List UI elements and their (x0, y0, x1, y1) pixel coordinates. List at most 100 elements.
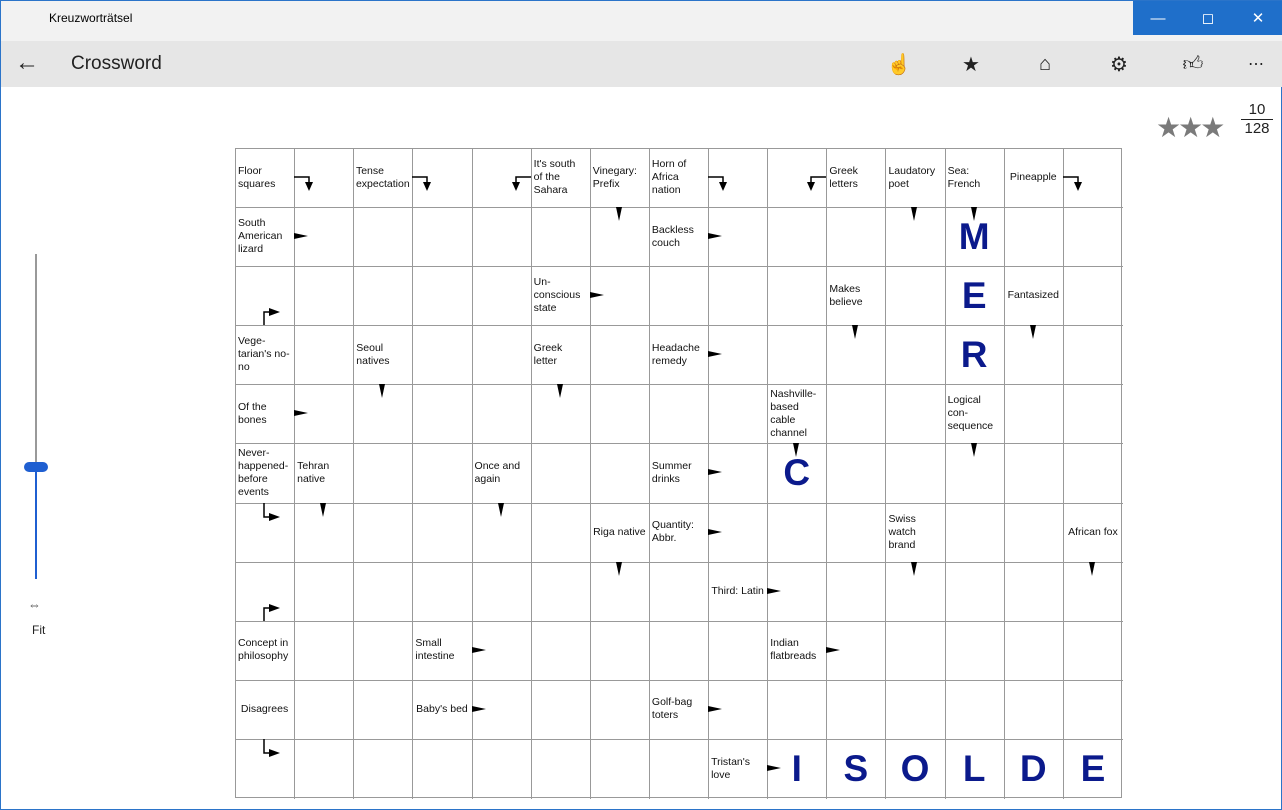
grid-cell[interactable] (530, 620, 591, 681)
clue-cell[interactable]: Tehran native (294, 443, 355, 504)
grid-cell[interactable] (1003, 384, 1064, 445)
grid-cell[interactable] (708, 266, 769, 327)
clue-cell[interactable]: Vege-tarian's no-no (235, 325, 296, 386)
grid-cell[interactable] (471, 679, 532, 740)
grid-cell[interactable]: L (945, 738, 1005, 799)
clue-cell[interactable]: Summer drinks (648, 443, 710, 504)
grid-cell[interactable] (1062, 561, 1123, 622)
clue-cell[interactable]: Fantasized (1003, 266, 1064, 327)
clue-cell[interactable]: Makes believe (826, 266, 887, 327)
grid-cell[interactable] (471, 148, 532, 209)
grid-cell[interactable] (648, 384, 710, 445)
grid-cell[interactable] (708, 384, 769, 445)
grid-cell[interactable] (885, 325, 946, 386)
clue-cell[interactable]: Tristan's love (708, 738, 769, 799)
grid-cell[interactable] (1003, 502, 1064, 563)
grid-cell[interactable] (1003, 679, 1064, 740)
grid-cell[interactable] (294, 266, 355, 327)
grid-cell[interactable] (412, 738, 473, 799)
grid-cell[interactable] (708, 207, 769, 268)
grid-cell[interactable] (1062, 384, 1123, 445)
clue-cell[interactable]: Laudatory poet (885, 148, 946, 209)
grid-cell[interactable] (294, 679, 355, 740)
grid-cell[interactable] (1062, 207, 1123, 268)
grid-cell[interactable] (412, 443, 473, 504)
grid-cell[interactable] (944, 679, 1005, 740)
grid-cell[interactable] (530, 443, 591, 504)
grid-cell[interactable] (589, 207, 650, 268)
gear-icon[interactable]: ⚙ (1110, 53, 1128, 76)
fit-label[interactable]: Fit (32, 623, 46, 637)
grid-cell[interactable] (353, 738, 414, 799)
clue-cell[interactable]: It's south of the Sahara (530, 148, 591, 209)
clue-cell[interactable]: Un-conscious state (530, 266, 591, 327)
home-icon[interactable]: ⌂ (1038, 52, 1052, 75)
clue-cell[interactable]: Pineapple (1003, 148, 1064, 209)
grid-cell[interactable] (1003, 325, 1064, 386)
grid-cell[interactable] (1062, 443, 1123, 504)
grid-cell[interactable] (648, 620, 710, 681)
grid-cell[interactable] (708, 148, 769, 209)
grid-cell[interactable] (471, 620, 532, 681)
grid-cell[interactable] (826, 679, 887, 740)
grid-cell[interactable] (471, 325, 532, 386)
grid-cell[interactable] (294, 207, 355, 268)
grid-cell[interactable] (708, 679, 769, 740)
grid-cell[interactable] (944, 561, 1005, 622)
clue-cell[interactable]: Baby's bed (412, 679, 473, 740)
grid-cell[interactable] (412, 561, 473, 622)
grid-cell[interactable]: I (767, 738, 828, 799)
grid-cell[interactable] (1003, 620, 1064, 681)
clue-cell[interactable]: Logical con-sequence (944, 384, 1005, 445)
clue-cell[interactable]: Greek letters (826, 148, 887, 209)
clue-cell[interactable]: Concept in philosophy (235, 620, 296, 681)
fit-icon[interactable]: ⇔ (28, 597, 41, 612)
grid-cell[interactable] (589, 443, 650, 504)
grid-cell[interactable] (589, 679, 650, 740)
grid-cell[interactable] (885, 384, 946, 445)
thumbs-up-icon[interactable]: 👍︎ (1182, 53, 1204, 75)
grid-cell[interactable] (767, 679, 828, 740)
clue-cell[interactable]: Vinegary: Prefix (589, 148, 650, 209)
grid-cell[interactable] (826, 561, 887, 622)
grid-cell[interactable] (826, 620, 887, 681)
grid-cell[interactable] (235, 266, 296, 327)
grid-cell[interactable] (885, 266, 946, 327)
clue-cell[interactable]: Horn of Africa nation (648, 148, 710, 209)
grid-cell[interactable] (944, 502, 1005, 563)
grid-cell[interactable] (767, 266, 828, 327)
grid-cell[interactable] (589, 266, 650, 327)
grid-cell[interactable] (648, 561, 710, 622)
grid-cell[interactable] (294, 384, 355, 445)
grid-cell[interactable] (767, 207, 828, 268)
grid-cell[interactable] (589, 620, 650, 681)
grid-cell[interactable] (1062, 325, 1123, 386)
clue-cell[interactable]: Riga native (589, 502, 650, 563)
grid-cell[interactable]: O (885, 738, 946, 799)
zoom-slider-thumb[interactable] (24, 462, 48, 472)
clue-cell[interactable]: Never-happened-before events (235, 443, 296, 504)
back-arrow-icon[interactable]: ← (15, 49, 39, 76)
grid-cell[interactable]: E (1063, 739, 1123, 799)
clue-cell[interactable]: Seoul natives (353, 325, 414, 386)
star-icon[interactable]: ★ (962, 53, 980, 76)
more-icon[interactable]: ⋯ (1248, 56, 1264, 73)
grid-cell[interactable] (412, 502, 473, 563)
grid-cell[interactable] (767, 502, 828, 563)
zoom-slider-track[interactable] (35, 254, 37, 579)
grid-cell[interactable]: D (1004, 738, 1064, 799)
grid-cell[interactable] (353, 620, 414, 681)
grid-cell[interactable] (885, 620, 946, 681)
grid-cell[interactable] (1062, 680, 1123, 740)
grid-cell[interactable] (1062, 266, 1123, 327)
grid-cell[interactable] (708, 502, 769, 563)
grid-cell[interactable] (294, 148, 355, 209)
grid-cell[interactable]: C (767, 443, 828, 504)
grid-cell[interactable] (767, 561, 828, 622)
grid-cell[interactable] (235, 502, 296, 563)
grid-cell[interactable] (353, 384, 414, 445)
minimize-button[interactable]: — (1150, 9, 1166, 27)
grid-cell[interactable] (767, 325, 828, 386)
clue-cell[interactable]: Quantity: Abbr. (648, 502, 710, 563)
grid-cell[interactable] (944, 443, 1005, 504)
